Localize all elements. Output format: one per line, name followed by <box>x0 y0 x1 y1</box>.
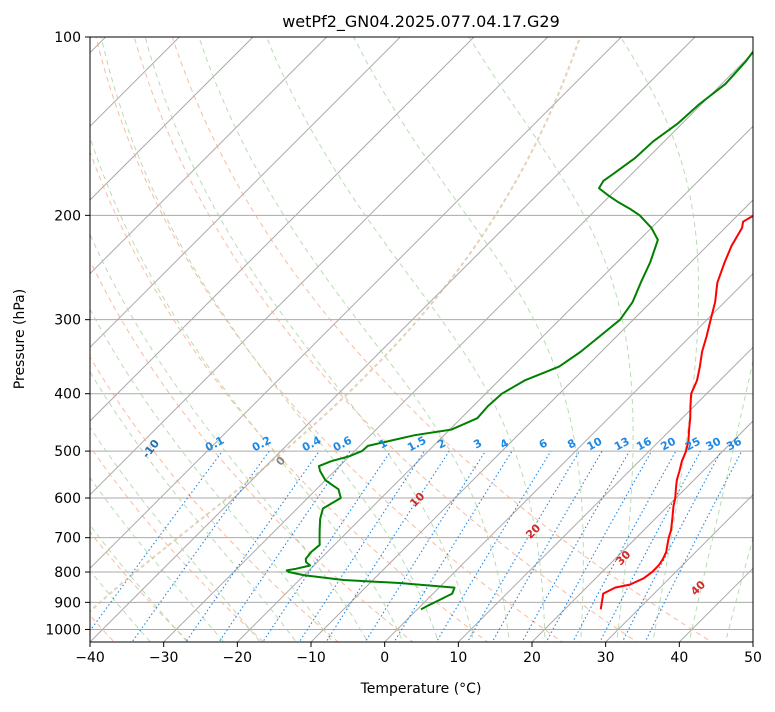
mixing-ratio-line <box>131 450 270 642</box>
x-axis-label: Temperature (°C) <box>360 681 482 697</box>
x-tick-label: 0 <box>380 650 389 666</box>
mixing-ratio-label: 13 <box>612 435 632 454</box>
mixing-ratio-label: 36 <box>724 435 744 454</box>
dewpoint-profile-line <box>285 50 753 611</box>
dry-adiabat-line <box>171 37 713 642</box>
x-tick-label: −20 <box>223 650 253 666</box>
y-axis-label: Pressure (hPa) <box>12 289 28 389</box>
x-tick-label: 30 <box>597 650 615 666</box>
y-tick-label: 800 <box>54 565 81 581</box>
mixing-ratio-line <box>466 450 580 642</box>
mixing-ratio-line <box>298 450 425 642</box>
moist-adiabat-line <box>90 370 297 642</box>
moist-adiabat-line <box>100 37 440 642</box>
mixing-ratio-line <box>262 450 392 642</box>
x-tick-label: 10 <box>449 650 467 666</box>
moist-adiabat-line <box>468 37 634 642</box>
moist-adiabat-line <box>266 37 546 642</box>
reference-arc-line <box>90 37 582 613</box>
dry-adiabat-line <box>133 37 638 642</box>
x-tick-label: 20 <box>523 650 541 666</box>
mixing-ratio-line <box>325 450 450 642</box>
mixing-ratio-line <box>435 450 552 642</box>
y-tick-label: 700 <box>54 531 81 547</box>
isotherm-grid-line <box>531 420 753 642</box>
x-tick-label: −30 <box>149 650 179 666</box>
isotherm-grid-line <box>383 272 753 642</box>
mixing-ratio-label: 10 <box>585 435 605 454</box>
y-tick-label: 300 <box>54 313 81 329</box>
y-tick-label: 200 <box>54 208 81 224</box>
isotherm-grid-line <box>90 37 254 201</box>
isotherm-grid-line <box>604 493 753 642</box>
x-tick-label: 50 <box>744 650 762 666</box>
mixing-ratio-line <box>218 450 351 642</box>
isotherm-grid-line <box>90 37 696 642</box>
mixing-ratio-line <box>491 450 603 642</box>
isotherm-grid-line <box>162 51 753 642</box>
dry-adiabat-line <box>95 37 564 642</box>
y-tick-label: 1000 <box>45 622 81 638</box>
isotherm-grid-line <box>310 199 753 642</box>
y-tick-label: 400 <box>54 387 81 403</box>
dry-adiabat-line <box>90 259 414 642</box>
mixing-ratio-label: 16 <box>634 435 654 454</box>
y-tick-label: 500 <box>54 444 81 460</box>
y-tick-label: 600 <box>54 491 81 507</box>
isotherm-grid-line <box>90 37 181 128</box>
isotherm-grid-line <box>90 37 549 496</box>
moist-adiabat-line <box>90 135 404 642</box>
dry-adiabat-line <box>90 356 339 642</box>
plot-area <box>90 37 753 642</box>
temperature-profile-line <box>599 214 753 610</box>
moist-adiabat-line <box>90 426 261 642</box>
y-tick-label: 100 <box>54 30 81 46</box>
mixing-ratio-line <box>545 450 653 642</box>
isotherm-grid-line <box>90 37 475 422</box>
x-tick-label: −40 <box>75 650 105 666</box>
isotherm-grid-line <box>457 346 753 642</box>
mixing-ratio-label: 25 <box>683 435 703 454</box>
isotherm-grid-line <box>90 37 623 570</box>
isotherm-grid-line <box>90 37 328 275</box>
axes-frame <box>89 36 754 643</box>
isotherm-grid-line <box>236 125 753 642</box>
moist-adiabat-line <box>90 524 188 642</box>
moist-adiabat-line <box>353 37 584 642</box>
axis-layer: −40 −30 −20 −10 0 10 20 30 40 50 1000 900 800 700 600 5… <box>45 30 762 666</box>
mixing-ratio-label: 30 <box>704 435 724 454</box>
isotherm-grid-line <box>90 37 402 349</box>
moist-adiabat-line <box>90 476 225 642</box>
moist-adiabat-line <box>90 569 152 642</box>
moist-adiabat-line <box>144 37 475 642</box>
y-tick-label: 900 <box>54 595 81 611</box>
mixing-ratio-line <box>644 450 743 642</box>
mixing-ratio-line <box>185 450 320 642</box>
mixing-ratio-label: 20 <box>658 435 678 454</box>
x-tick-label: −10 <box>296 650 326 666</box>
chart-title: wetPf2_GN04.2025.077.04.17.G29 <box>282 12 560 32</box>
x-tick-label: 40 <box>670 650 688 666</box>
moist-adiabat-line <box>90 233 369 642</box>
